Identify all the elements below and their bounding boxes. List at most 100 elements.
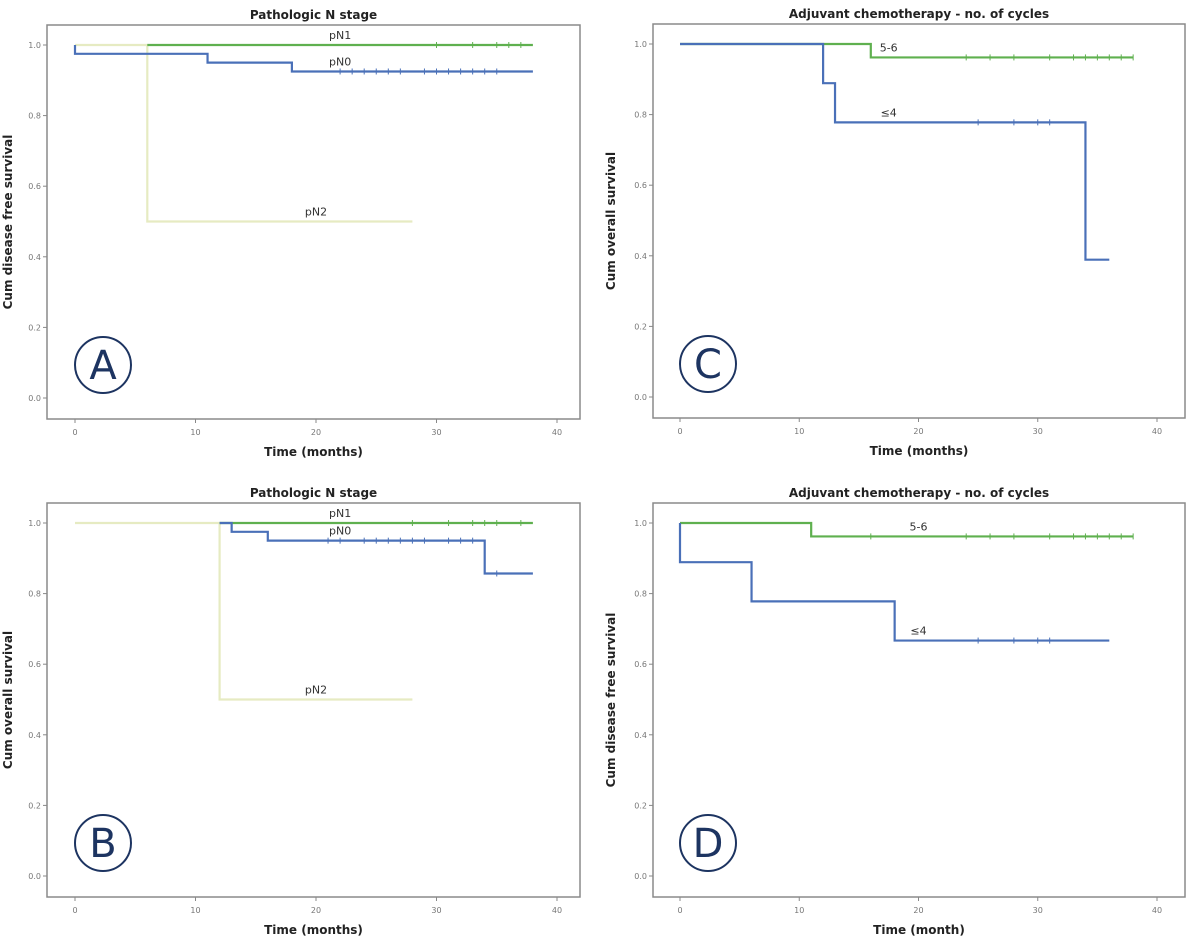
x-tick-label: 0 <box>677 906 682 915</box>
series-pn2: pN2 <box>75 43 413 223</box>
badge-letter: C <box>694 342 722 388</box>
curve-label: pN2 <box>305 684 327 697</box>
y-tick-label: 0.4 <box>634 252 647 261</box>
series-pn1: pN1 <box>219 507 533 526</box>
survival-curve <box>680 521 1134 538</box>
y-tick-label: 0.8 <box>28 112 41 121</box>
x-axis-label: Time (months) <box>264 445 363 459</box>
y-tick-label: 0.0 <box>634 872 647 881</box>
y-axis-label: Cum disease free survival <box>604 613 618 788</box>
chart-title: Adjuvant chemotherapy - no. of cycles <box>789 7 1049 21</box>
y-tick-label: 0.8 <box>634 590 647 599</box>
x-tick-label: 0 <box>72 428 77 437</box>
badge-letter: D <box>693 821 724 867</box>
y-tick-label: 0.6 <box>634 181 647 190</box>
series-pn2: pN2 <box>75 521 413 701</box>
x-tick-label: 40 <box>552 428 562 437</box>
series-5-6: 5-6 <box>680 520 1134 540</box>
x-tick-label: 20 <box>311 428 321 437</box>
y-tick-label: 0.4 <box>28 731 41 740</box>
y-tick-label: 0.2 <box>634 801 647 810</box>
x-tick-label: 10 <box>190 906 200 915</box>
x-tick-label: 0 <box>72 906 77 915</box>
panel-d: Adjuvant chemotherapy - no. of cycles 0.0… <box>593 478 1187 943</box>
plot-frame <box>652 23 1186 419</box>
badge-letter: A <box>89 343 117 389</box>
panel-letter-badge: C <box>679 335 737 393</box>
curve-label: ≤4 <box>881 106 897 119</box>
panel-b: Pathologic N stage 0.0 0.2 0.4 0.6 0.8 1.0 0 10 2… <box>0 478 593 943</box>
x-tick-label: 20 <box>913 906 923 915</box>
chart-title: Pathologic N stage <box>250 486 377 500</box>
survival-curve <box>75 521 413 701</box>
y-tick-label: 0.2 <box>28 801 41 810</box>
badge-circle <box>74 814 132 872</box>
badge-circle <box>679 335 737 393</box>
y-tick-label: 0.0 <box>28 394 41 403</box>
km-chart-A: Pathologic N stage 0.0 0.2 0.4 0.6 0.8 1.0 0 10 2… <box>1 8 581 459</box>
y-tick-label: 0.4 <box>634 731 647 740</box>
x-axis-label: Time (month) <box>873 923 965 937</box>
panel-letter-badge: D <box>679 814 737 872</box>
y-axis-label: Cum overall survival <box>604 152 618 290</box>
km-chart-D: Adjuvant chemotherapy - no. of cycles 0.0… <box>604 486 1186 937</box>
curve-label: 5-6 <box>910 520 928 533</box>
y-axis-label: Cum overall survival <box>1 631 15 769</box>
chart-title: Adjuvant chemotherapy - no. of cycles <box>789 486 1049 500</box>
km-chart-B: Pathologic N stage 0.0 0.2 0.4 0.6 0.8 1.0 0 10 2… <box>1 486 581 937</box>
plot-frame <box>652 502 1186 898</box>
survival-curve <box>680 42 1110 261</box>
y-tick-label: 1.0 <box>634 40 647 49</box>
y-tick-label: 1.0 <box>28 41 41 50</box>
y-tick-label: 0.6 <box>28 182 41 191</box>
y-tick-label: 0.6 <box>634 660 647 669</box>
y-tick-label: 0.4 <box>28 253 41 262</box>
x-tick-label: 20 <box>913 427 923 436</box>
x-tick-label: 30 <box>1033 906 1043 915</box>
x-tick-label: 0 <box>677 427 682 436</box>
x-tick-label: 40 <box>1152 427 1162 436</box>
y-tick-label: 0.0 <box>634 393 647 402</box>
x-tick-label: 30 <box>431 906 441 915</box>
badge-circle <box>679 814 737 872</box>
panel-letter-badge: B <box>74 814 132 872</box>
y-tick-label: 0.8 <box>634 111 647 120</box>
survival-curve <box>73 45 533 73</box>
km-chart-C: Adjuvant chemotherapy - no. of cycles 0.0… <box>604 7 1186 458</box>
y-tick-label: 0.8 <box>28 590 41 599</box>
x-tick-label: 10 <box>794 427 804 436</box>
y-tick-label: 0.0 <box>28 872 41 881</box>
y-axis-label: Cum disease free survival <box>1 135 15 310</box>
x-axis-label: Time (months) <box>264 923 363 937</box>
y-tick-label: 1.0 <box>634 519 647 528</box>
series-pn0: pN0 <box>219 521 533 577</box>
series--4: ≤4 <box>678 523 1110 644</box>
badge-circle <box>74 336 132 394</box>
series--4: ≤4 <box>680 42 1110 261</box>
x-tick-label: 30 <box>1033 427 1043 436</box>
series-pn1: pN1 <box>147 29 533 48</box>
x-tick-label: 20 <box>311 906 321 915</box>
survival-curve <box>75 43 413 223</box>
curve-label: pN1 <box>329 507 351 520</box>
x-tick-label: 40 <box>552 906 562 915</box>
curve-label: pN1 <box>329 29 351 42</box>
panel-a: Pathologic N stage 0.0 0.2 0.4 0.6 0.8 1.0 0 10 2… <box>0 0 593 470</box>
survival-curve <box>219 521 533 575</box>
x-tick-label: 10 <box>794 906 804 915</box>
survival-curve <box>678 523 1110 642</box>
x-axis-label: Time (months) <box>870 444 969 458</box>
chart-title: Pathologic N stage <box>250 8 377 22</box>
curve-label: 5-6 <box>880 41 898 54</box>
badge-letter: B <box>89 821 116 867</box>
y-tick-label: 0.6 <box>28 660 41 669</box>
series-pn0: pN0 <box>73 45 533 75</box>
panel-c: Adjuvant chemotherapy - no. of cycles 0.0… <box>593 0 1187 470</box>
x-tick-label: 30 <box>431 428 441 437</box>
x-tick-label: 40 <box>1152 906 1162 915</box>
curve-label: pN2 <box>305 206 327 219</box>
panel-letter-badge: A <box>74 336 132 394</box>
x-tick-label: 10 <box>190 428 200 437</box>
y-tick-label: 1.0 <box>28 519 41 528</box>
curve-label: pN0 <box>329 55 351 68</box>
